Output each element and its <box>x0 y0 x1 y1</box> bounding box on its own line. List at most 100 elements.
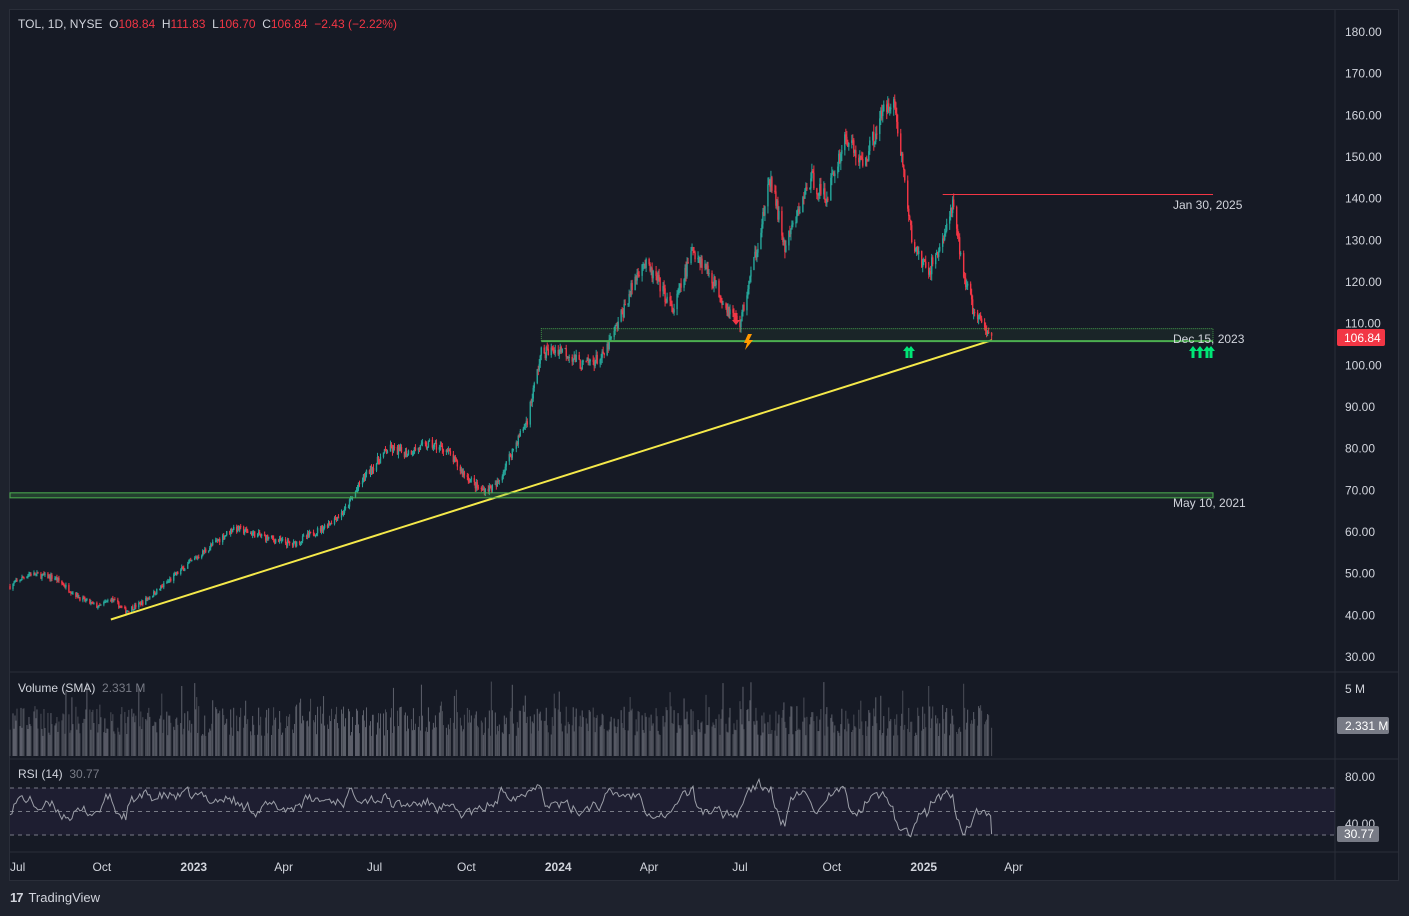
candle-body <box>782 235 784 242</box>
candle-body <box>364 474 367 479</box>
volume-bar <box>636 731 638 756</box>
support-zone-dec15[interactable] <box>540 328 1214 342</box>
candle-body <box>224 534 227 536</box>
volume-bar <box>840 724 842 756</box>
candle-body <box>575 354 577 362</box>
volume-bar <box>580 726 582 756</box>
volume-bar <box>16 708 18 756</box>
candle-body <box>917 246 919 254</box>
price-tick-label: 120.00 <box>1345 275 1382 289</box>
volume-bar <box>732 734 734 756</box>
candle-body <box>902 153 904 165</box>
price-axis[interactable]: 180.00 170.00 160.00 150.00 140.00 130.00 120.… <box>1345 25 1382 664</box>
volume-bar <box>64 733 66 756</box>
volume-bar <box>96 709 98 756</box>
candle-body <box>12 584 14 589</box>
candle-body <box>739 319 741 328</box>
candle-body <box>593 361 595 367</box>
volume-bar <box>379 713 381 756</box>
volume-bar <box>649 730 651 756</box>
volume-bar <box>775 711 777 756</box>
candle-body <box>840 153 842 163</box>
candle-body <box>446 450 449 452</box>
candle-body <box>648 259 650 265</box>
candle-body <box>413 447 416 454</box>
volume-label[interactable]: Volume (SMA) <box>18 681 96 695</box>
candle-body <box>448 449 451 452</box>
symbol-title[interactable]: TOL, 1D, NYSE <box>18 17 103 31</box>
volume-bar <box>293 733 295 756</box>
volume-bar <box>508 734 510 756</box>
volume-bar <box>951 709 953 756</box>
symbol-legend[interactable]: TOL, 1D, NYSE O108.84 H111.83 L106.70 C1… <box>18 17 397 31</box>
candle-body <box>425 442 428 448</box>
candle-body <box>298 541 301 544</box>
volume-bar <box>854 726 856 756</box>
candle-body <box>218 538 220 541</box>
candle-body <box>61 580 63 584</box>
candle-body <box>223 535 226 539</box>
candle-body <box>979 314 982 319</box>
candle-body <box>139 602 141 604</box>
volume-bar <box>832 721 834 756</box>
volume-bar <box>726 731 728 756</box>
candle-body <box>180 569 182 575</box>
candle-body <box>971 299 974 315</box>
volume-bar <box>865 721 867 756</box>
volume-bar <box>518 710 520 756</box>
volume-bar <box>355 724 357 756</box>
support-zone-may10[interactable] <box>9 492 1214 499</box>
volume-bar <box>132 716 134 756</box>
candle-body <box>22 576 24 578</box>
volume-bar <box>322 713 324 756</box>
candle-body <box>532 387 534 399</box>
candle-body <box>732 309 734 313</box>
candle-body <box>665 301 667 303</box>
candle-body <box>505 461 508 467</box>
candle-body <box>908 208 910 217</box>
rsi-label[interactable]: RSI (14) <box>18 767 63 781</box>
volume-bar <box>635 719 637 756</box>
candle-body <box>727 307 729 313</box>
candle-body <box>951 199 954 214</box>
rsi-legend[interactable]: RSI (14) 30.77 <box>18 767 99 781</box>
candle-body <box>202 550 204 556</box>
candle-body <box>932 257 934 265</box>
candle-body <box>245 528 248 531</box>
candle-body <box>799 211 801 213</box>
candle-body <box>197 556 199 559</box>
volume-bar <box>862 735 864 756</box>
candle-body <box>82 597 84 601</box>
price-tick-label: 40.00 <box>1345 608 1375 622</box>
volume-bar <box>459 717 461 756</box>
tradingview-brand[interactable]: 17 TradingView <box>10 890 100 905</box>
volume-bar <box>41 728 43 756</box>
candle-body <box>230 529 233 532</box>
candle-body <box>911 225 913 243</box>
candle-body <box>301 536 304 542</box>
time-axis[interactable]: Jul Oct 2023 Apr Jul Oct 2024 Apr Jul Oct 2025 Apr <box>10 860 1023 874</box>
volume-bar <box>299 702 301 756</box>
candle-body <box>419 445 422 450</box>
candle-body <box>27 575 29 577</box>
trendline[interactable] <box>110 339 992 621</box>
candle-body <box>259 535 262 537</box>
candle-body <box>915 249 917 252</box>
candle-body <box>495 483 498 487</box>
candle-body <box>839 153 841 163</box>
volume-bar <box>819 719 821 756</box>
candle-body <box>825 199 827 204</box>
volume-bar <box>190 732 192 756</box>
volume-bar <box>104 718 106 756</box>
drawings[interactable] <box>9 194 1215 621</box>
volume-bar <box>644 712 646 756</box>
candle-body <box>64 586 66 588</box>
candle-body <box>174 573 176 575</box>
volume-bar <box>278 728 280 756</box>
candle-body <box>669 296 671 301</box>
price-tick-label: 30.00 <box>1345 650 1375 664</box>
candle-body <box>97 607 99 609</box>
candle-body <box>92 602 94 604</box>
volume-legend[interactable]: Volume (SMA) 2.331 M <box>18 681 145 695</box>
